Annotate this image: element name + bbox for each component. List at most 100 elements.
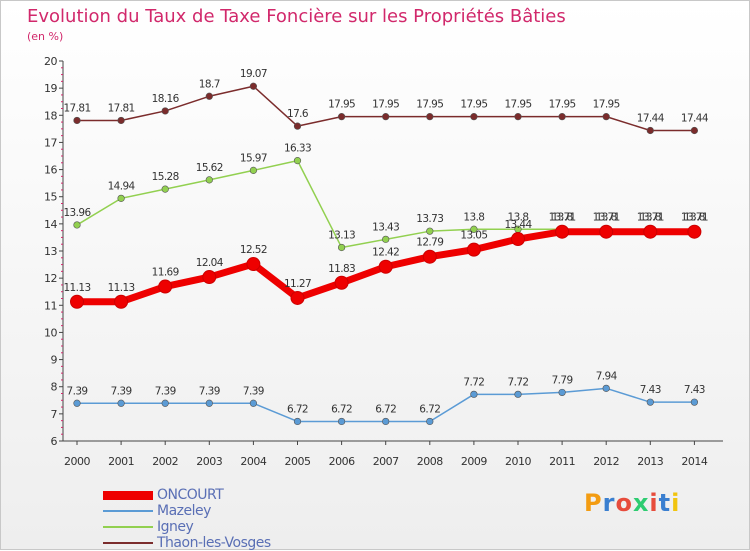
data-label: 13.8 xyxy=(463,211,484,223)
x-tick-label: 2011 xyxy=(549,455,575,468)
data-label: 13.73 xyxy=(416,213,443,225)
legend-swatch xyxy=(103,526,153,528)
data-label: 7.94 xyxy=(596,370,618,382)
data-label: 11.13 xyxy=(63,282,90,294)
y-tick-label: 11 xyxy=(44,299,57,312)
legend-swatch xyxy=(103,542,153,544)
x-tick-label: 2004 xyxy=(240,455,266,468)
data-label: 15.62 xyxy=(196,162,223,174)
data-label: 6.72 xyxy=(287,403,308,415)
data-point xyxy=(293,157,302,165)
data-point xyxy=(382,417,390,426)
data-label: 13.8 xyxy=(508,211,529,223)
data-label-layer: 11.13 11.13 11.69 12.04 12.52 11.27 11.83 12.42… xyxy=(63,68,709,415)
y-tick-label: 15 xyxy=(44,191,57,204)
legend-swatch xyxy=(103,491,153,500)
data-point xyxy=(426,113,434,121)
y-tick-label: 12 xyxy=(44,272,57,285)
data-point xyxy=(514,113,522,121)
data-label: 18.16 xyxy=(152,93,180,105)
data-point xyxy=(646,126,654,135)
data-point xyxy=(338,113,346,121)
data-label: 7.72 xyxy=(463,376,484,388)
data-label: 13.71 xyxy=(681,212,708,224)
data-point xyxy=(249,399,257,407)
data-point xyxy=(117,399,125,407)
data-label: 17.95 xyxy=(372,99,399,111)
data-label: 7.39 xyxy=(199,385,220,397)
logo-letter: x xyxy=(632,489,650,517)
logo-letter: r xyxy=(602,489,616,517)
data-point xyxy=(249,166,257,174)
x-tick-label: 2014 xyxy=(681,455,707,468)
data-label: 7.72 xyxy=(508,376,529,388)
series-thaon-les-vosges xyxy=(73,82,699,135)
data-label: 7.39 xyxy=(111,385,132,397)
data-point xyxy=(382,235,390,243)
data-point xyxy=(161,399,169,407)
data-label: 12.52 xyxy=(240,244,267,256)
data-point xyxy=(205,92,213,100)
data-point xyxy=(514,390,522,398)
data-label: 7.39 xyxy=(67,385,88,397)
x-tick-label: 2000 xyxy=(64,455,90,468)
x-tick-label: 2005 xyxy=(285,455,311,468)
data-point xyxy=(690,126,699,135)
data-point xyxy=(290,290,305,305)
data-point xyxy=(338,417,346,426)
data-point xyxy=(73,116,81,125)
data-label: 11.13 xyxy=(108,282,135,294)
y-tick-label: 16 xyxy=(44,164,57,177)
data-label: 6.72 xyxy=(419,403,440,415)
data-point xyxy=(70,294,84,309)
data-point xyxy=(246,257,261,272)
data-label: 13.71 xyxy=(593,212,620,224)
data-label: 7.39 xyxy=(243,385,264,397)
legend-label: Igney xyxy=(157,519,194,535)
data-label: 13.05 xyxy=(460,230,487,242)
x-tick-label: 2012 xyxy=(593,455,619,468)
data-label: 7.79 xyxy=(552,374,573,386)
y-tick-label: 20 xyxy=(44,55,57,68)
data-label: 17.95 xyxy=(504,99,531,111)
data-point xyxy=(602,113,610,121)
data-label: 11.83 xyxy=(328,263,355,275)
data-label: 13.8 xyxy=(684,211,705,223)
data-label: 12.42 xyxy=(372,247,399,259)
data-point xyxy=(646,398,654,406)
data-label: 13.43 xyxy=(372,221,399,233)
data-label: 13.8 xyxy=(596,211,617,223)
logo-letter: i xyxy=(649,489,659,517)
data-label: 19.07 xyxy=(240,68,267,80)
data-label: 6.72 xyxy=(331,403,352,415)
logo-letter: i xyxy=(671,489,681,517)
y-tick-label: 10 xyxy=(44,326,57,339)
y-tick-label: 17 xyxy=(44,136,57,149)
x-tick-label: 2001 xyxy=(108,455,134,468)
series-oncourt xyxy=(70,224,702,309)
data-label: 13.71 xyxy=(637,212,664,224)
y-tick-label: 13 xyxy=(44,245,57,258)
data-point xyxy=(249,82,257,90)
series-mazeley xyxy=(73,384,699,426)
series-layer xyxy=(70,82,702,426)
data-point xyxy=(466,242,481,257)
data-point xyxy=(470,225,478,233)
x-tick-label: 2002 xyxy=(152,455,178,468)
data-point xyxy=(161,107,169,115)
data-point xyxy=(205,176,213,184)
data-label: 7.43 xyxy=(640,384,661,396)
data-label: 11.69 xyxy=(152,267,179,279)
data-point xyxy=(687,224,702,239)
data-label: 16.33 xyxy=(284,143,311,155)
y-tick-label: 19 xyxy=(44,82,57,95)
data-label: 18.7 xyxy=(199,78,220,90)
data-label: 17.95 xyxy=(549,99,576,111)
data-label: 7.43 xyxy=(684,384,705,396)
data-label: 13.44 xyxy=(504,219,532,231)
data-label: 15.28 xyxy=(152,171,179,183)
proxiti-logo: Proxiti xyxy=(584,489,680,517)
axes: 6 7 8 9 10 11 12 13 14 15 16 17 18 19 20 2000 2001 2002 20… xyxy=(44,55,723,468)
data-point xyxy=(117,116,125,125)
